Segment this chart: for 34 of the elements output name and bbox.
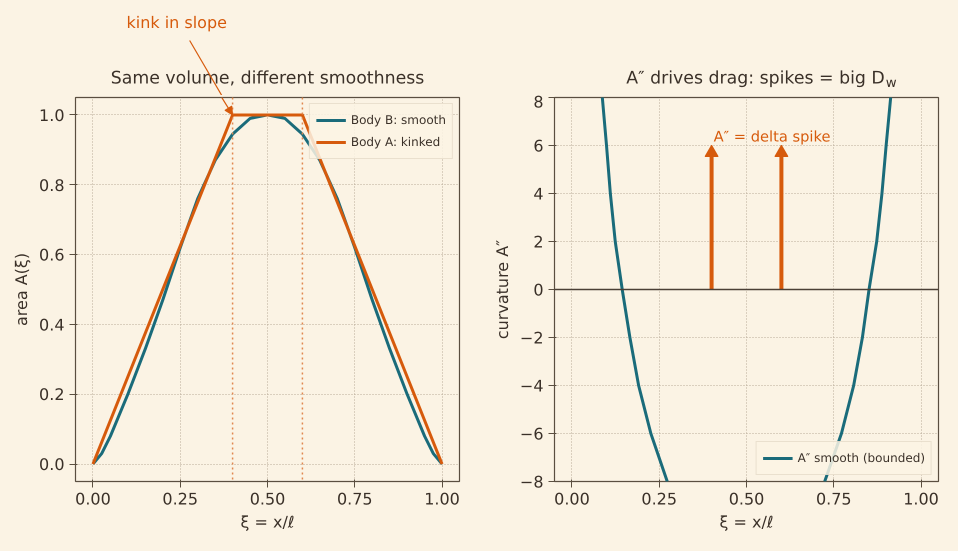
text: kink in slope — [126, 13, 227, 32]
y-tick-label: 1.0 — [39, 106, 65, 125]
y-tick-label: 8 — [533, 92, 544, 112]
x-tick-label: 0.50 — [250, 490, 286, 508]
x-tick-label: 0.25 — [162, 490, 198, 508]
y-tick-label: −4 — [520, 376, 544, 396]
y-tick-label: −2 — [520, 328, 544, 348]
y-tick-label: −6 — [520, 424, 544, 444]
y-tick-label: 0.4 — [39, 315, 65, 334]
x-tick-label: 0.00 — [554, 490, 590, 508]
y-tick-label: 0.0 — [39, 455, 65, 474]
x-tick-label: 1.00 — [903, 490, 939, 508]
x-tick-label: 0.50 — [728, 490, 764, 508]
x-tick-label: 1.00 — [424, 490, 460, 508]
y-axis-title: curvature A″ — [492, 240, 512, 340]
legend-label: Body A: kinked — [350, 135, 440, 149]
legend-label: Body B: smooth — [350, 113, 446, 127]
x-axis-title: ξ = x/ℓ — [720, 512, 774, 532]
y-tick-label: 0.6 — [39, 246, 65, 265]
y-tick-label: −8 — [520, 472, 544, 492]
x-tick-label: 0.25 — [641, 490, 678, 508]
y-axis-title: area A(ξ) — [12, 252, 32, 326]
y-tick-label: 6 — [533, 136, 544, 156]
y-tick-label: 0.8 — [39, 176, 65, 195]
x-tick-label: 0.75 — [336, 490, 373, 508]
annotation: A″ = delta spike — [714, 128, 830, 146]
y-tick-label: 2 — [533, 232, 544, 252]
y-tick-label: 4 — [533, 184, 544, 204]
x-axis-title: ξ = x/ℓ — [240, 512, 294, 532]
y-tick-label: 0.2 — [39, 385, 65, 404]
legend-label: A″ smooth (bounded) — [798, 451, 925, 465]
x-tick-label: 0.00 — [75, 490, 111, 508]
x-tick-label: 0.75 — [816, 490, 852, 508]
y-tick-label: 0 — [533, 280, 544, 300]
